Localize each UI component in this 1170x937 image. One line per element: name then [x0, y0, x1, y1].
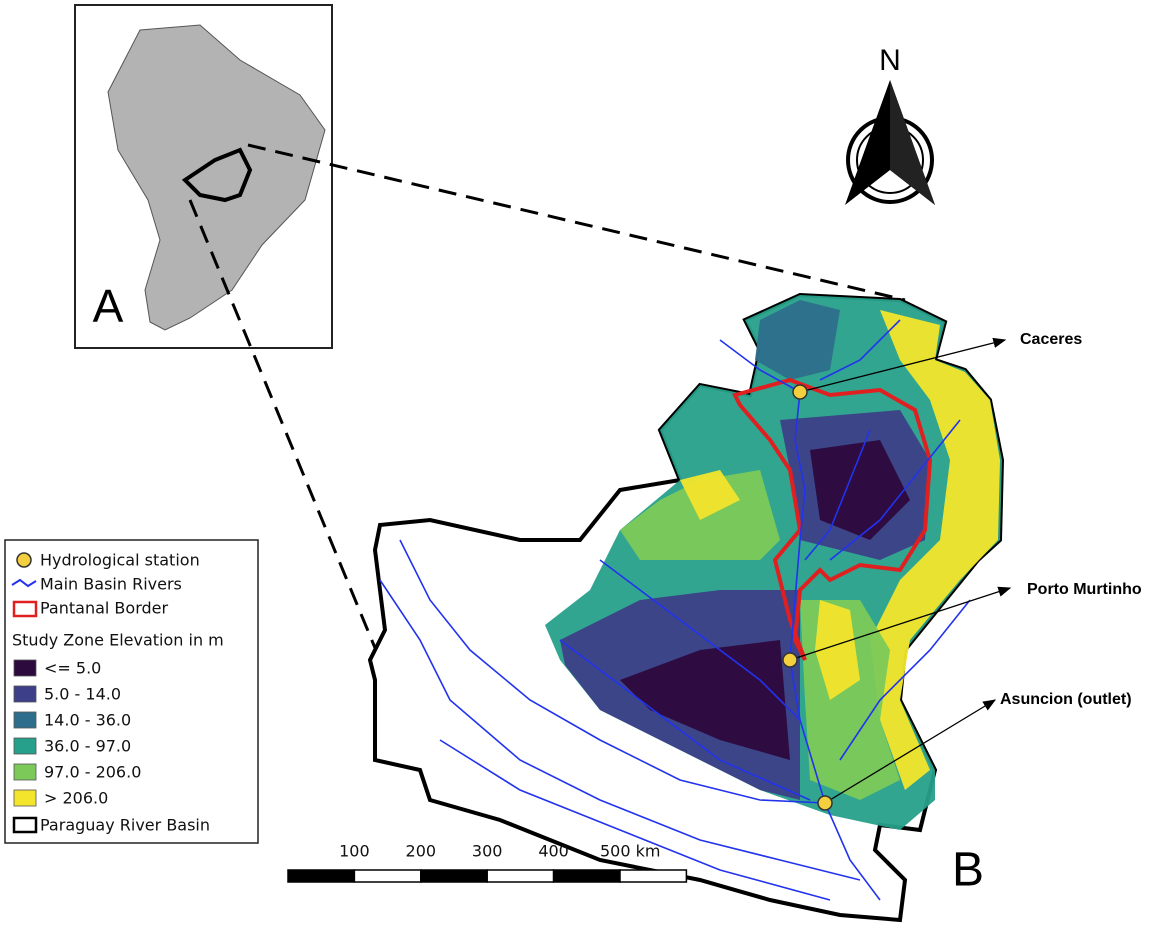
pantanal-border: [732, 377, 933, 661]
inset-basin: [181, 147, 253, 203]
legend-swatch: [13, 659, 37, 677]
scale-segment: [486, 869, 555, 883]
legend-swatch: [13, 711, 37, 729]
scale-label: 100: [339, 842, 370, 861]
north-arrow: N: [845, 44, 935, 205]
connector: [247, 143, 906, 302]
legend-label: 36.0 - 97.0: [44, 737, 131, 756]
station-label: Caceres: [1020, 331, 1082, 348]
scale-segment: [420, 869, 488, 883]
legend-swatch: [13, 789, 37, 807]
scale-segment: [353, 869, 422, 883]
legend-label: Main Basin Rivers: [40, 575, 182, 594]
elevation-zone: [870, 310, 1000, 790]
legend-title: Study Zone Elevation in m: [12, 631, 224, 650]
rivers: [379, 319, 971, 901]
legend: Hydrological station Main Basin Rivers P…: [4, 539, 259, 844]
elevation-zone: [755, 300, 840, 380]
scale-label: 300: [472, 842, 503, 861]
scale-segment: [619, 869, 688, 883]
scale-label: 200: [406, 842, 437, 861]
elevation-layer: [545, 295, 1002, 830]
legend-label: > 206.0: [44, 789, 108, 808]
scale-segment: [287, 869, 356, 883]
scale-label: 400: [538, 842, 569, 861]
map-label: B: [952, 844, 984, 897]
elevation-zone: [680, 470, 740, 520]
legend-swatch: [13, 763, 37, 781]
scale-segment: [552, 869, 621, 883]
legend-swatch: [13, 685, 37, 703]
legend-label: 97.0 - 206.0: [44, 763, 141, 782]
legend-label: Paraguay River Basin: [40, 816, 210, 835]
legend-label: 14.0 - 36.0: [44, 711, 131, 730]
legend-label: <= 5.0: [44, 659, 101, 678]
legend-swatch: [13, 737, 37, 755]
scale-label: 500 km: [600, 842, 660, 861]
inset-label: A: [93, 280, 124, 332]
station-label: Asuncion (outlet): [1000, 691, 1132, 708]
legend-label: Hydrological station: [40, 551, 200, 570]
legend-label: Pantanal Border: [40, 599, 168, 618]
legend-label: 5.0 - 14.0: [44, 685, 121, 704]
south-america: [107, 24, 326, 331]
north-label: N: [879, 44, 901, 77]
scale-bar: 100 200 300 400 500 km: [287, 842, 688, 883]
station-label: Porto Murtinho: [1027, 581, 1142, 598]
elevation-zone: [815, 600, 860, 700]
stations: [782, 337, 1012, 811]
